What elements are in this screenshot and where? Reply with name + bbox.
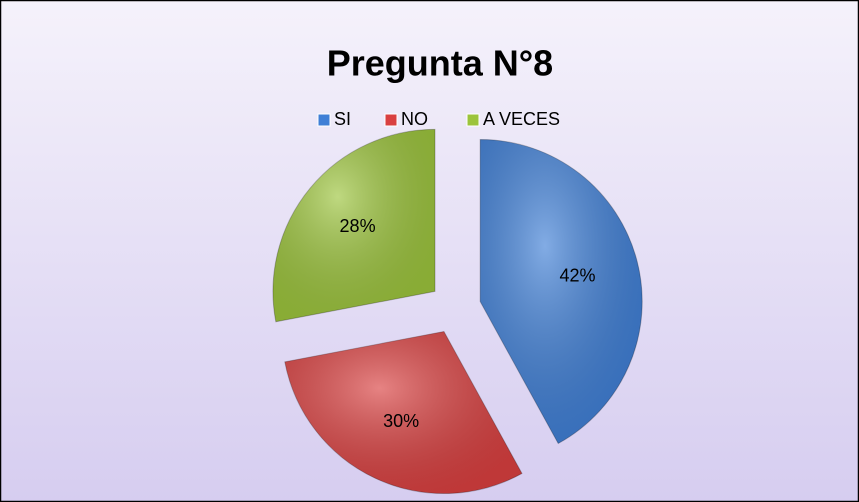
legend-label: NO [401,109,428,129]
legend-swatch [317,113,331,127]
legend-label: A VECES [483,109,560,129]
data-label: 28% [340,216,376,236]
legend-swatch [466,113,480,127]
data-label: 30% [383,411,419,431]
legend-label: SI [334,109,351,129]
legend-swatch [384,113,398,127]
chart-title: Pregunta N°8 [327,43,553,84]
data-label: 42% [559,265,595,285]
